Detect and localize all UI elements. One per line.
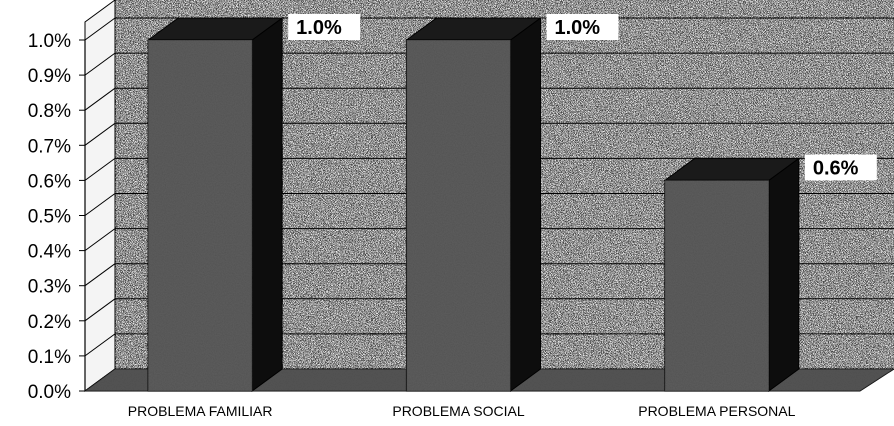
gridline-side <box>84 87 116 111</box>
data-label: 0.6% <box>804 154 877 181</box>
y-axis: 0.0% 0.1% 0.2% 0.3% 0.4% 0.5% 0.6% 0.7% 0.8% 0.9%… <box>28 31 86 403</box>
y-tick-label: 0.4% <box>28 242 71 263</box>
side-wall <box>84 0 116 392</box>
bar-side <box>251 17 283 392</box>
data-label-text: 1.0% <box>296 17 342 39</box>
y-tick-label: 0.8% <box>28 101 71 122</box>
gridline-side <box>84 157 116 181</box>
y-tick-label: 0.6% <box>28 171 71 192</box>
y-tick-label: 0.3% <box>28 277 71 298</box>
data-labels: 1.0% 1.0% 0.6% <box>288 14 877 181</box>
x-tick-label: PROBLEMA PERSONAL <box>638 403 795 419</box>
y-tick-label: 0.1% <box>28 347 71 368</box>
gridline-side <box>84 333 116 357</box>
gridline-side <box>84 52 116 76</box>
data-label-text: 0.6% <box>813 157 859 179</box>
bar <box>663 157 801 392</box>
x-tick-label: PROBLEMA SOCIAL <box>392 403 524 419</box>
y-tick-label: 0.0% <box>28 382 71 403</box>
x-axis: PROBLEMA FAMILIAR PROBLEMA SOCIAL PROBLEMA… <box>128 403 796 419</box>
y-tick-label: 0.9% <box>28 66 71 87</box>
gridline-side <box>84 228 116 252</box>
gridline-side <box>84 193 116 216</box>
gridline-side <box>84 122 116 146</box>
x-tick-label: PROBLEMA FAMILIAR <box>128 403 273 419</box>
data-label: 1.0% <box>546 14 619 40</box>
y-tick-label: 0.7% <box>28 136 71 157</box>
y-tick-label: 1.0% <box>28 31 71 52</box>
bar-side <box>510 17 541 392</box>
y-tick-label: 0.5% <box>28 207 71 228</box>
gridline-side <box>84 298 116 322</box>
bar <box>404 17 543 392</box>
data-label-text: 1.0% <box>555 17 601 39</box>
bar <box>146 17 284 392</box>
gridline-side <box>84 17 116 41</box>
bars <box>146 17 801 392</box>
data-label: 1.0% <box>288 14 361 40</box>
y-tick-label: 0.2% <box>28 312 71 333</box>
gridline-side <box>84 263 116 287</box>
bar-side <box>768 157 800 392</box>
